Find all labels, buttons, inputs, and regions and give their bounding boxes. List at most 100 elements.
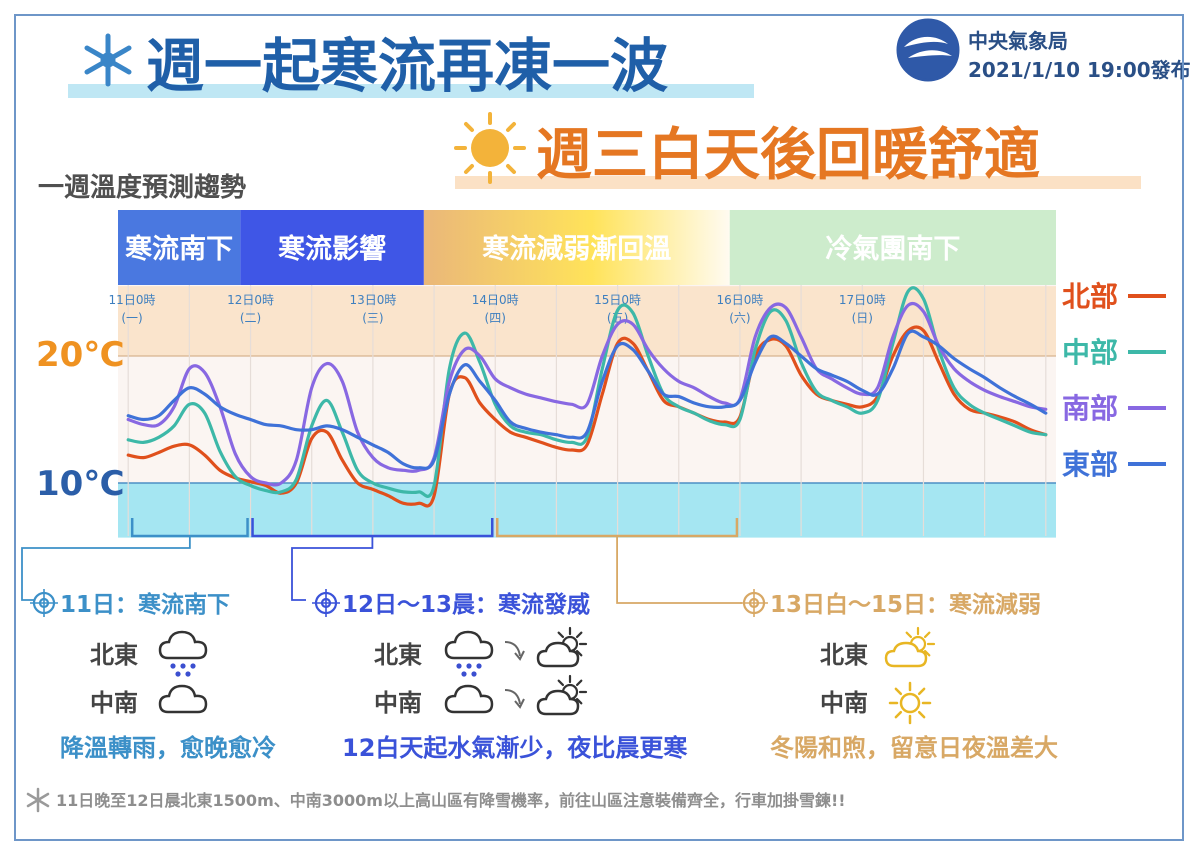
target-icon <box>30 589 58 617</box>
day-tick-weekday: (日) <box>852 311 873 325</box>
phase-band <box>729 210 1056 285</box>
sun-ray <box>575 649 583 657</box>
cloud-icon <box>444 684 494 714</box>
sun-ray <box>557 631 565 639</box>
day-tick-label: 15日0時 <box>594 293 641 307</box>
day-tick-weekday: (六) <box>729 311 750 325</box>
rain-drop <box>180 663 186 669</box>
phase-label: 寒流影響 <box>278 233 386 265</box>
sun-ray <box>575 679 583 687</box>
section-brackets <box>21 518 742 604</box>
day-tick-label: 13日0時 <box>349 293 396 307</box>
title-main: 週一起寒流再凍一波 <box>146 32 668 100</box>
day-tick-weekday: (四) <box>485 311 506 325</box>
section-title: 11日：寒流南下 <box>60 591 230 618</box>
day-tick-label: 17日0時 <box>839 293 886 307</box>
sun-ray <box>923 631 931 639</box>
agency-name: 中央氣象局 <box>968 29 1068 53</box>
target-icon <box>312 589 340 617</box>
day-tick-label: 11日0時 <box>109 293 156 307</box>
snowflake-icon <box>84 33 132 87</box>
arrow-icon <box>504 689 525 709</box>
target-icon <box>740 589 768 617</box>
section-description: 冬陽和煦，留意日夜溫差大 <box>770 734 1058 762</box>
sun-ray <box>923 649 931 657</box>
y-tick-label: 10℃ <box>36 464 125 504</box>
sun-disc <box>899 692 921 714</box>
phase-band <box>240 210 424 285</box>
day-tick-label: 12日0時 <box>227 293 274 307</box>
rain-drop <box>190 663 196 669</box>
region-label: 北東 <box>820 641 868 669</box>
phase-label: 冷氣團南下 <box>825 234 960 265</box>
series-line-3 <box>126 301 1048 487</box>
section-description: 12白天起水氣漸少，夜比晨更寒 <box>342 734 687 762</box>
phase-label: 寒流減弱漸回溫 <box>482 233 671 265</box>
day-tick-weekday: (二) <box>240 311 261 325</box>
issue-time: 2021/1/10 19:00發布 <box>968 58 1191 82</box>
section-title: 13日白～15日：寒流減弱 <box>770 591 1041 618</box>
cloud-icon <box>158 684 208 714</box>
section-connector <box>616 536 742 604</box>
region-label: 中南 <box>374 689 422 717</box>
series-line-2 <box>126 286 1048 498</box>
region-label: 北東 <box>90 641 138 669</box>
sun-ray <box>894 687 903 696</box>
day-tick-label: 16日0時 <box>716 293 763 307</box>
snowflake-icon <box>26 787 50 813</box>
section-description: 降溫轉雨，愈晚愈冷 <box>60 734 276 762</box>
rain-drop <box>476 663 482 669</box>
legend-label: 南部 <box>1062 392 1118 425</box>
temperature-bands <box>118 285 1056 538</box>
sun-ray <box>575 697 583 705</box>
footnote: 11日晚至12日晨北東1500m、中南3000m以上高山區有降雪機率，前往山區注… <box>26 787 846 813</box>
phase-label: 寒流南下 <box>125 233 233 265</box>
rain-drop <box>471 671 477 677</box>
phase-header: 寒流南下 寒流影響 寒流減弱漸回溫 冷氣團南下 <box>118 210 1056 285</box>
arrow-icon <box>504 641 525 661</box>
day-tick-label: 14日0時 <box>472 293 519 307</box>
partly-sunny-icon <box>536 626 588 668</box>
title-sub: 週三白天後回暖舒適 <box>536 123 1040 188</box>
section-connector <box>291 536 374 601</box>
temperature-band <box>118 356 1056 483</box>
y-tick-label: 20℃ <box>36 335 125 375</box>
rain-drop <box>461 671 467 677</box>
sun-icon <box>454 112 526 184</box>
series-lines <box>126 286 1048 508</box>
sun-ray <box>917 687 926 696</box>
cloud-shape <box>444 630 494 660</box>
legend-label: 東部 <box>1062 448 1118 481</box>
rain-drop <box>170 663 176 669</box>
cloud-shape <box>158 684 208 714</box>
legend-label: 中部 <box>1062 336 1118 369</box>
region-label: 中南 <box>90 689 138 717</box>
rain-cloud-icon <box>158 630 208 677</box>
cloud-shape <box>884 641 928 668</box>
day-tick-weekday: (一) <box>121 311 142 325</box>
title-underline <box>68 84 754 98</box>
cloud-shape <box>536 641 580 668</box>
arrow-curve <box>504 689 521 705</box>
sun-ray <box>905 631 913 639</box>
sun-icon <box>888 681 932 725</box>
subtitle-underline <box>455 176 1141 189</box>
arrow-head <box>514 650 525 661</box>
footnote-text: 11日晚至12日晨北東1500m、中南3000m以上高山區有降雪機率，前往山區注… <box>56 791 846 810</box>
phase-band <box>423 210 730 285</box>
section-connector <box>21 536 191 601</box>
sun-ray <box>575 631 583 639</box>
arrow-head <box>514 698 525 709</box>
cloud-shape <box>444 684 494 714</box>
rain-cloud-icon <box>444 630 494 677</box>
frame <box>14 14 1184 841</box>
region-label: 中南 <box>820 689 868 717</box>
rain-drop <box>175 671 181 677</box>
cwb-logo <box>896 18 960 82</box>
